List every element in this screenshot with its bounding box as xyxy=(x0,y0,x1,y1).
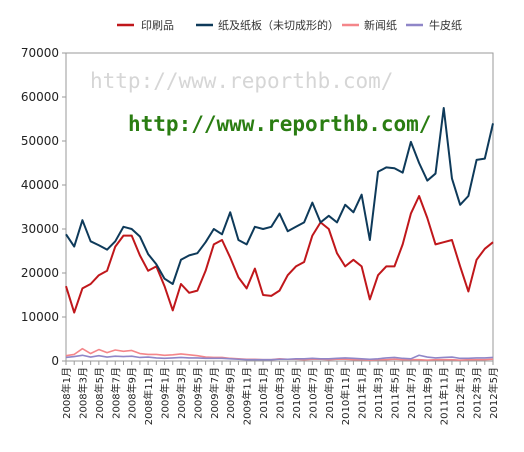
x-tick-label: 2012年5月 xyxy=(487,367,500,419)
legend-label-series-1: 纸及纸板（未切成形的） xyxy=(218,18,339,32)
x-tick-label: 2010年11月 xyxy=(339,367,352,425)
x-tick-label: 2009年3月 xyxy=(175,367,188,419)
x-tick-label: 2010年9月 xyxy=(323,367,336,419)
y-tick-label: 30000 xyxy=(21,222,59,236)
legend: 印刷品 纸及纸板（未切成形的） 新闻纸 牛皮纸 xyxy=(117,18,462,32)
x-tick-label: 2009年9月 xyxy=(224,367,237,419)
y-tick-label: 20000 xyxy=(21,266,59,280)
legend-label-series-2: 新闻纸 xyxy=(364,18,397,32)
series-line-3 xyxy=(65,354,494,361)
series-line-2 xyxy=(65,347,494,361)
x-axis: 2008年1月 2008年3月 2008年5月 2008年7月 2008年9月 2008年… xyxy=(60,361,500,425)
x-tick-label: 2009年5月 xyxy=(191,367,204,419)
legend-label-series-3: 牛皮纸 xyxy=(429,18,462,32)
watermark-url-light: http://www.reporthb.com/ xyxy=(90,69,393,93)
legend-label-series-0: 印刷品 xyxy=(141,19,174,32)
watermark-url-bold: http://www.reporthb.com/ xyxy=(128,112,431,136)
x-tick-label: 2009年7月 xyxy=(208,367,221,419)
series-line-1 xyxy=(65,107,494,285)
y-tick-label: 0 xyxy=(51,354,59,368)
y-tick-label: 40000 xyxy=(21,178,59,192)
y-tick-label: 10000 xyxy=(21,310,59,324)
x-tick-label: 2008年3月 xyxy=(76,367,89,419)
x-tick-label: 2010年7月 xyxy=(306,367,319,419)
x-tick-label: 2008年5月 xyxy=(93,367,106,419)
x-tick-label: 2008年7月 xyxy=(109,367,122,419)
x-tick-label: 2008年1月 xyxy=(60,367,73,419)
x-tick-label: 2011年7月 xyxy=(405,367,418,419)
y-tick-label: 60000 xyxy=(21,90,59,104)
x-tick-label: 2008年11月 xyxy=(142,367,155,425)
x-tick-label: 2010年5月 xyxy=(290,367,303,419)
x-tick-label: 2010年3月 xyxy=(274,367,287,419)
x-tick-label: 2011年5月 xyxy=(388,367,401,419)
x-tick-label: 2011年1月 xyxy=(356,367,369,419)
series-layer xyxy=(65,107,494,361)
x-tick-label: 2009年11月 xyxy=(241,367,254,425)
x-tick-label: 2009年1月 xyxy=(159,367,172,419)
y-axis: 0 10000 20000 30000 40000 50000 60000 70000 xyxy=(21,46,66,368)
x-tick-label: 2011年3月 xyxy=(372,367,385,419)
x-tick-label: 2012年1月 xyxy=(454,367,467,419)
x-tick-label: 2010年1月 xyxy=(257,367,270,419)
series-line-0 xyxy=(65,195,494,314)
x-tick-label: 2011年11月 xyxy=(438,367,451,425)
x-tick-label: 2012年3月 xyxy=(471,367,484,419)
plot-area xyxy=(65,52,494,362)
y-tick-label: 50000 xyxy=(21,134,59,148)
y-tick-label: 70000 xyxy=(21,46,59,60)
x-tick-label: 2011年9月 xyxy=(421,367,434,419)
x-tick-label: 2008年9月 xyxy=(126,367,139,419)
